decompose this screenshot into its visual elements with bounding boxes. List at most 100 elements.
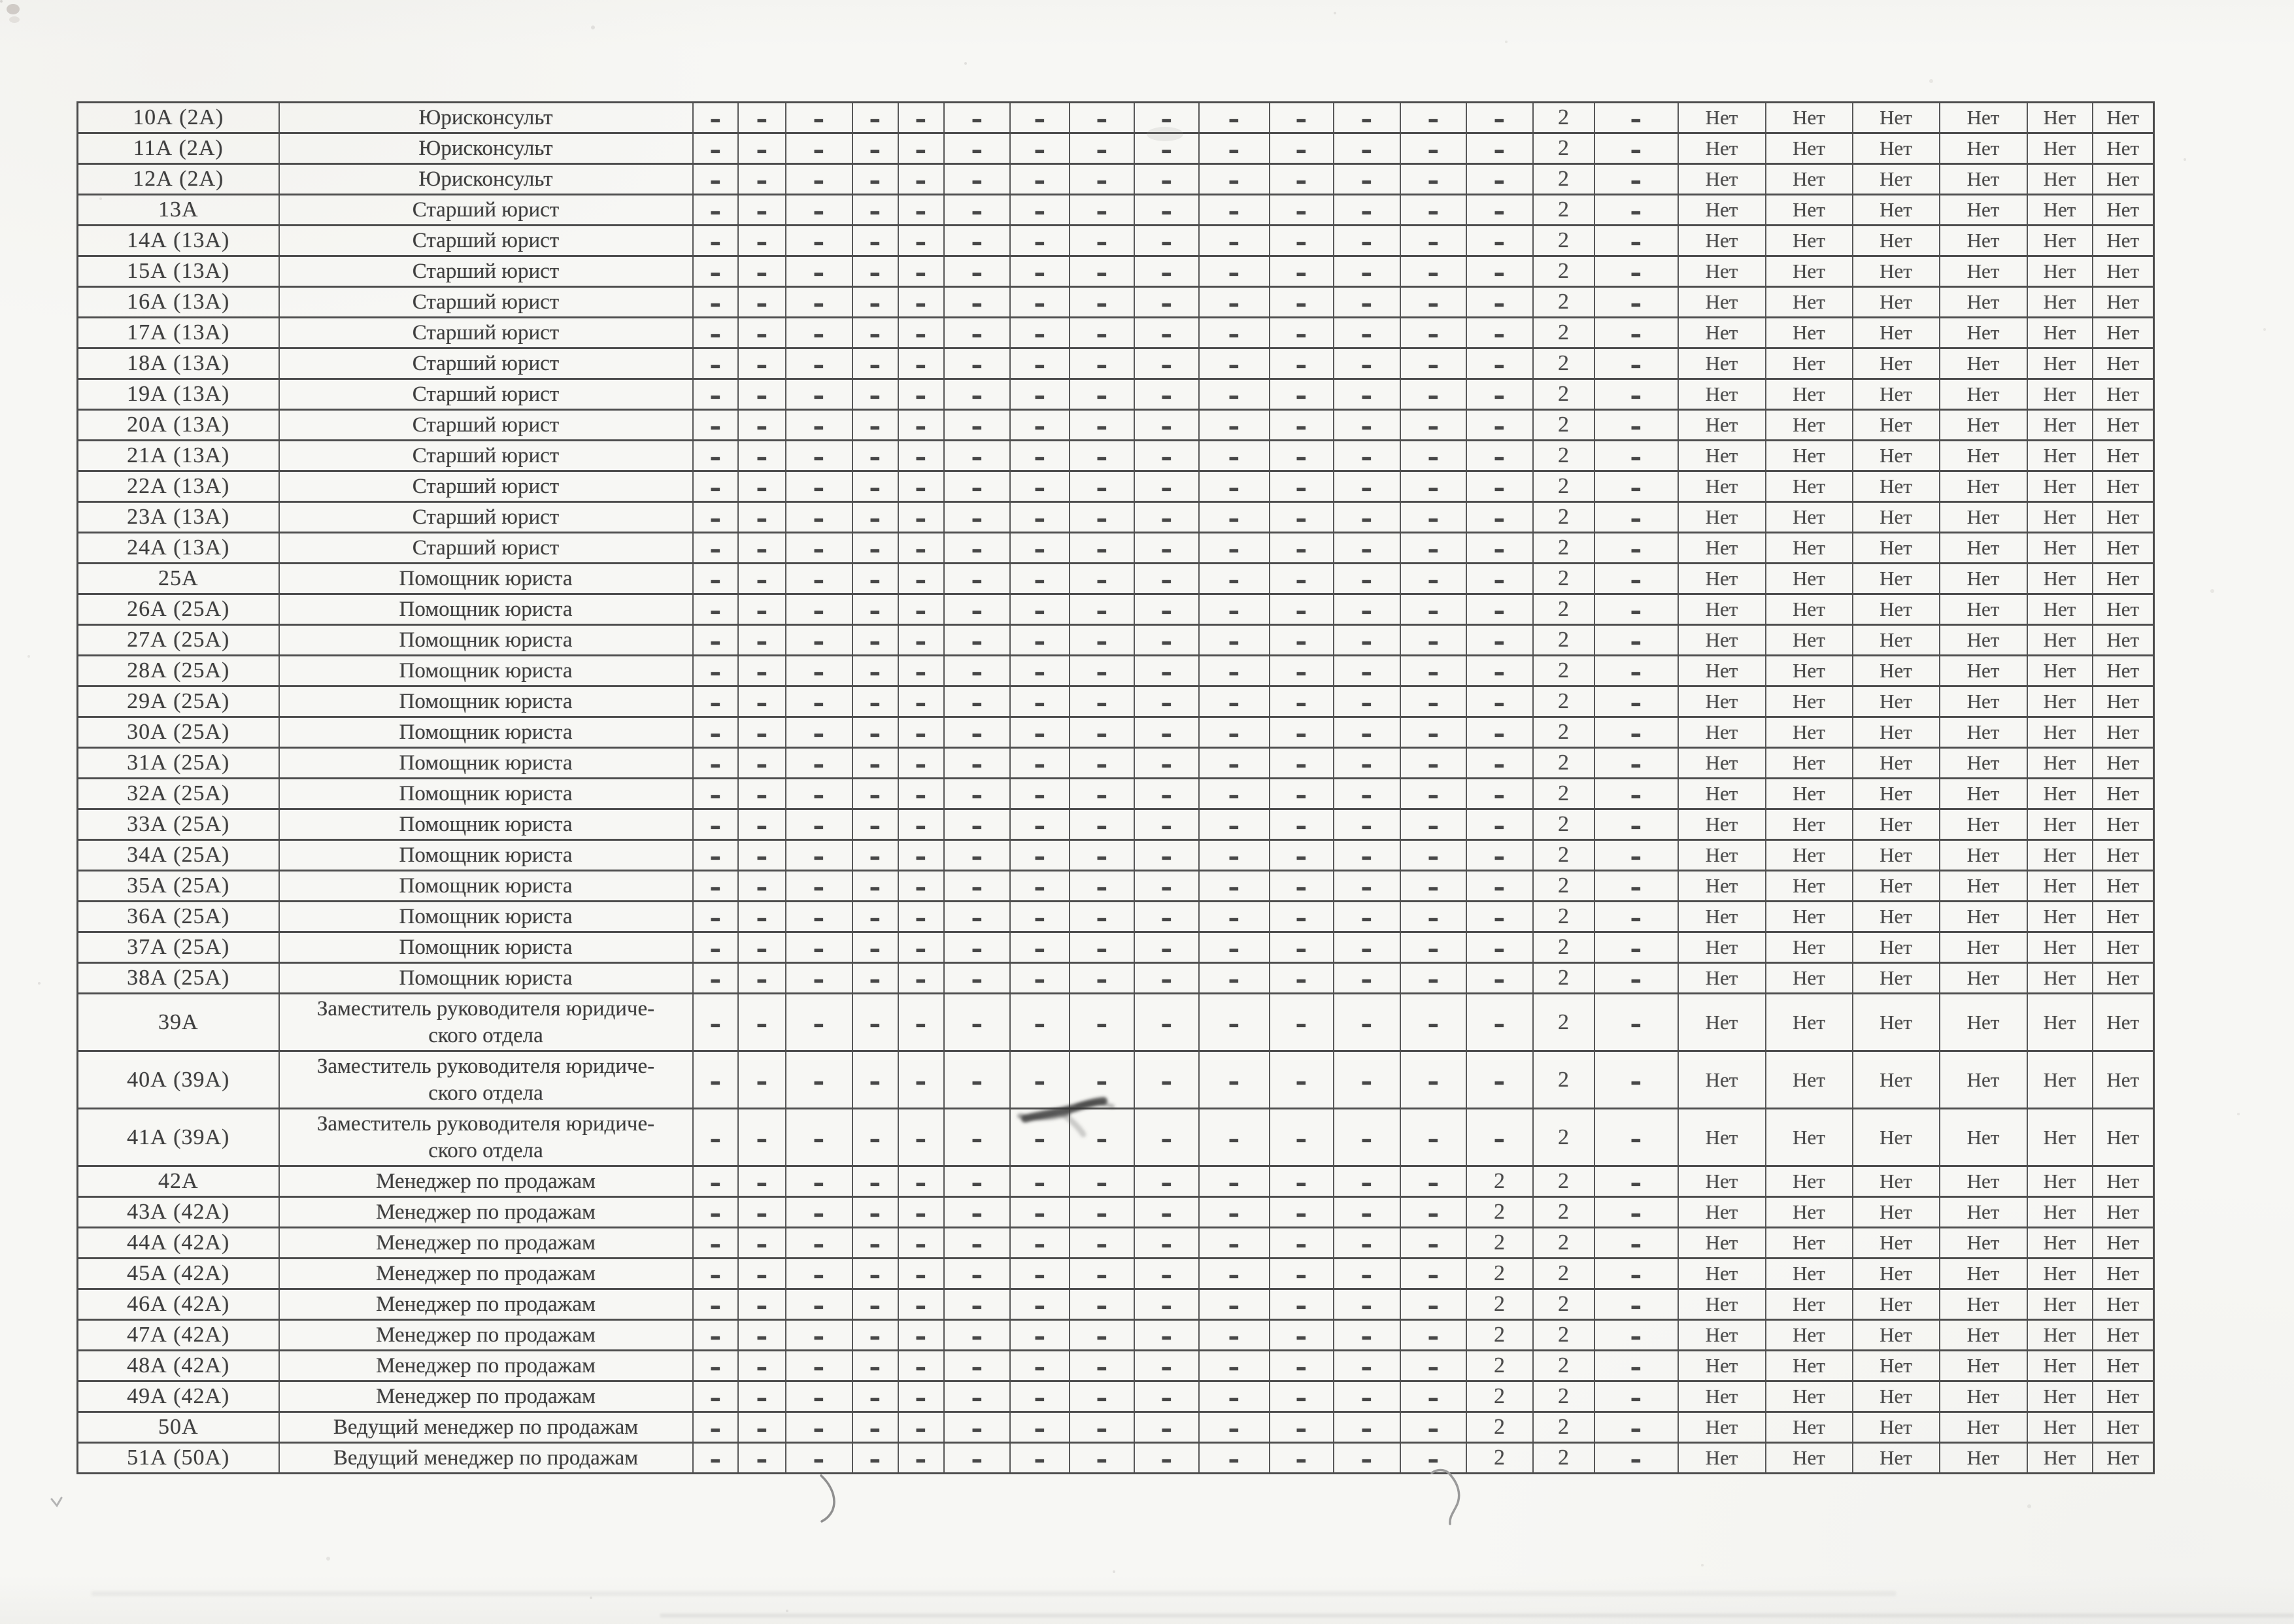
value-cell: - bbox=[1593, 1411, 1679, 1444]
value-text: - bbox=[1493, 962, 1506, 994]
value-text: 2 bbox=[1558, 751, 1569, 775]
value-cell: - bbox=[1198, 1442, 1270, 1474]
position-title-cell: Менеджер по продажам bbox=[278, 1288, 694, 1321]
value-text: - bbox=[1630, 1196, 1642, 1228]
value-cell: - bbox=[943, 900, 1011, 933]
value-text: - bbox=[1295, 1227, 1307, 1259]
value-cell: - bbox=[692, 224, 739, 257]
value-text: Нет bbox=[2106, 813, 2140, 836]
value-text: Нет bbox=[2106, 843, 2140, 866]
value-cell: - bbox=[1399, 1349, 1467, 1382]
value-cell: - bbox=[1268, 501, 1334, 533]
value-text: - bbox=[1228, 532, 1240, 564]
value-cell: - bbox=[692, 378, 739, 411]
value-text: Нет bbox=[2106, 1170, 2140, 1193]
value-cell: - bbox=[943, 931, 1011, 964]
value-cell: - bbox=[1068, 962, 1135, 994]
value-cell: - bbox=[1593, 316, 1679, 349]
value-text: - bbox=[1630, 471, 1642, 502]
value-text: - bbox=[1427, 594, 1439, 625]
value-text: - bbox=[869, 1289, 881, 1320]
value-cell: Нет bbox=[1764, 1442, 1853, 1474]
value-text: Нет bbox=[2043, 1068, 2076, 1091]
value-text: 2 bbox=[1558, 781, 1569, 805]
value-cell: Нет bbox=[2091, 316, 2155, 349]
value-text: Нет bbox=[1880, 536, 1912, 559]
value-cell: Нет bbox=[1938, 1380, 2028, 1413]
value-cell: - bbox=[1198, 1257, 1270, 1290]
value-text: - bbox=[1096, 471, 1107, 502]
value-text: - bbox=[915, 194, 927, 226]
value-cell: Нет bbox=[1938, 1442, 2028, 1474]
value-cell: - bbox=[1593, 378, 1679, 411]
value-cell: - bbox=[784, 685, 853, 718]
value-cell: - bbox=[1198, 1108, 1270, 1167]
value-text: - bbox=[915, 1350, 927, 1381]
value-cell: - bbox=[1068, 747, 1135, 779]
value-cell: Нет bbox=[2026, 1411, 2093, 1444]
position-title-cell: Старший юрист bbox=[278, 347, 694, 380]
value-cell: - bbox=[1133, 1349, 1200, 1382]
table-row: 24А (13А) Старший юрист - - - - - - - - - - - - - -2- Не… bbox=[76, 532, 2155, 564]
value-text: 2 bbox=[1558, 1415, 1569, 1439]
position-title-cell: Старший юрист bbox=[278, 255, 694, 288]
value-cell: Нет bbox=[1677, 562, 1766, 595]
value-cell: - bbox=[1465, 470, 1534, 503]
value-cell: Нет bbox=[1764, 747, 1853, 779]
position-title-cell: Менеджер по продажам bbox=[278, 1349, 694, 1382]
value-cell: Нет bbox=[2026, 1349, 2093, 1382]
value-text: - bbox=[756, 163, 767, 195]
value-cell: - bbox=[1465, 808, 1534, 841]
value-cell: - bbox=[1198, 132, 1270, 165]
value-text: - bbox=[1160, 1002, 1172, 1043]
scanner-streak bbox=[92, 1591, 1896, 1596]
value-cell: - bbox=[897, 962, 945, 994]
value-cell: Нет bbox=[2091, 470, 2155, 503]
table-row: 36А (25А) Помощник юриста - - - - - - - - - - - - - -2-… bbox=[76, 900, 2155, 933]
value-text: - bbox=[756, 379, 767, 410]
workplace-code-cell: 30А (25А) bbox=[76, 716, 280, 749]
value-cell: - bbox=[943, 1050, 1011, 1109]
value-cell: - bbox=[897, 1288, 945, 1321]
workplace-code-cell: 24А (13А) bbox=[76, 532, 280, 564]
value-text: - bbox=[1096, 1381, 1107, 1412]
value-cell: 2 bbox=[1532, 900, 1595, 933]
value-cell: Нет bbox=[1851, 1226, 1940, 1259]
value-cell: - bbox=[1133, 562, 1200, 595]
value-text: - bbox=[1295, 286, 1307, 318]
value-cell: Нет bbox=[2091, 562, 2155, 595]
value-cell: Нет bbox=[2091, 747, 2155, 779]
value-cell: - bbox=[784, 870, 853, 902]
value-cell: Нет bbox=[2091, 900, 2155, 933]
value-text: Нет bbox=[1880, 720, 1912, 743]
value-text: Нет bbox=[2106, 198, 2140, 221]
value-cell: - bbox=[1593, 747, 1679, 779]
pen-curve-left-icon bbox=[820, 1474, 835, 1523]
value-text: - bbox=[813, 317, 825, 348]
value-text: - bbox=[1630, 686, 1642, 717]
value-cell: - bbox=[784, 316, 853, 349]
value-cell: - bbox=[1198, 409, 1270, 441]
value-text: - bbox=[1160, 348, 1172, 379]
value-text: - bbox=[1160, 1196, 1172, 1228]
position-title-cell: Помощник юриста bbox=[278, 593, 694, 626]
value-cell: - bbox=[737, 347, 786, 380]
value-text: - bbox=[1493, 471, 1506, 502]
value-cell: - bbox=[851, 870, 899, 902]
value-text: - bbox=[1295, 1002, 1307, 1043]
value-text: - bbox=[869, 747, 881, 779]
value-text: - bbox=[1096, 133, 1107, 164]
value-cell: 2 bbox=[1465, 1380, 1534, 1413]
value-text: Нет bbox=[1966, 260, 2000, 282]
value-cell: - bbox=[737, 900, 786, 933]
value-text: Нет bbox=[1793, 1010, 1825, 1034]
value-cell: - bbox=[1332, 716, 1401, 749]
value-text: 2 bbox=[1558, 474, 1569, 498]
value-text: - bbox=[1493, 1059, 1506, 1100]
value-cell: - bbox=[1009, 962, 1070, 994]
value-cell: - bbox=[1133, 1442, 1200, 1474]
value-text: Нет bbox=[1966, 1125, 2000, 1149]
value-text: - bbox=[1360, 1319, 1373, 1351]
value-text: - bbox=[709, 1227, 721, 1259]
value-text: - bbox=[813, 471, 825, 502]
